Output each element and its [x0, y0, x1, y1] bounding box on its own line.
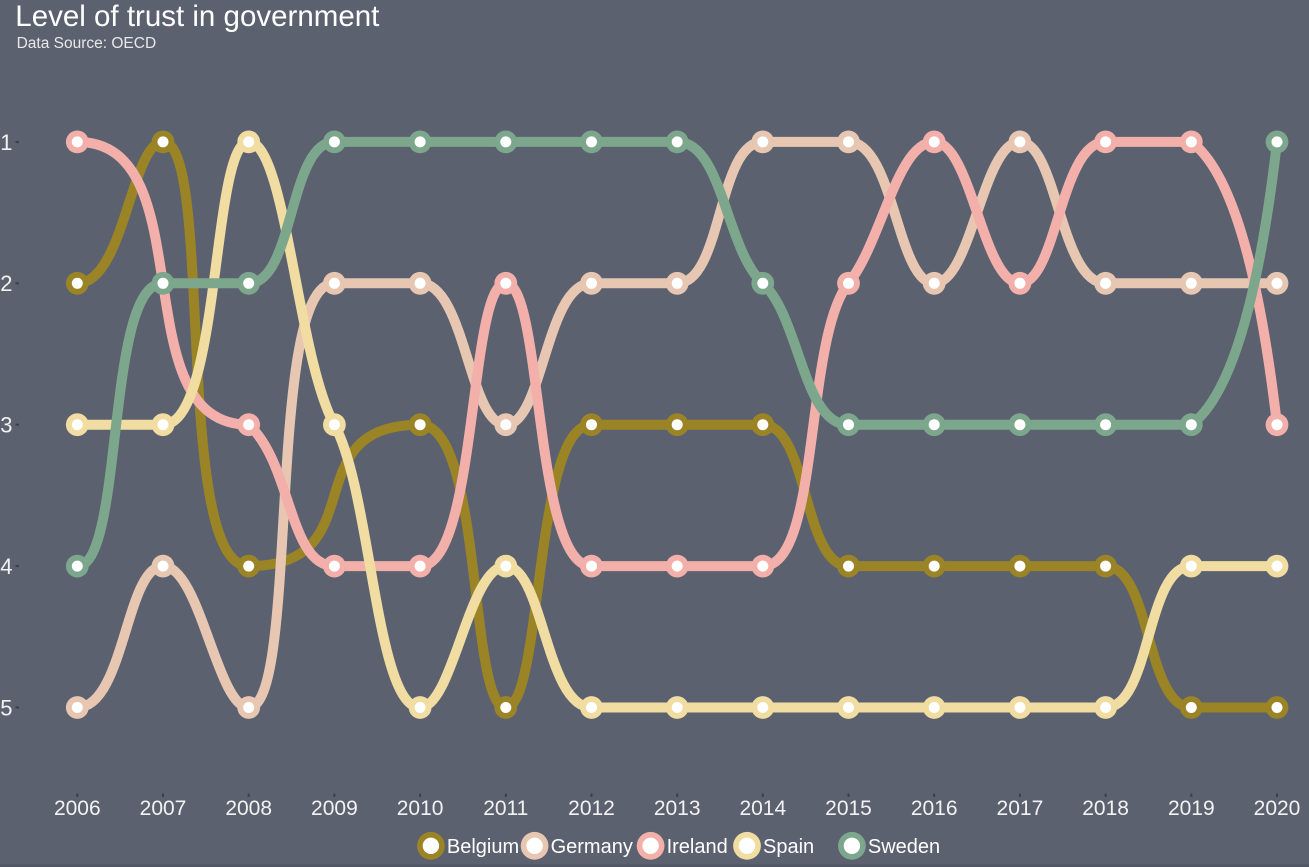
svg-text:2009: 2009	[311, 797, 358, 820]
svg-text:2018: 2018	[1082, 797, 1129, 820]
svg-text:3: 3	[0, 413, 12, 438]
svg-text:2015: 2015	[825, 797, 872, 820]
svg-text:2017: 2017	[997, 797, 1044, 820]
svg-text:Germany: Germany	[551, 836, 633, 858]
svg-text:2013: 2013	[654, 797, 701, 820]
svg-text:Data Source: OECD: Data Source: OECD	[17, 35, 157, 52]
svg-text:5: 5	[0, 695, 12, 720]
svg-text:2010: 2010	[397, 797, 444, 820]
svg-text:2008: 2008	[225, 797, 272, 820]
svg-text:Belgium: Belgium	[447, 836, 519, 858]
svg-text:Ireland: Ireland	[667, 836, 728, 858]
svg-text:Spain: Spain	[763, 836, 814, 858]
svg-text:1: 1	[0, 130, 12, 155]
svg-text:2019: 2019	[1168, 797, 1215, 820]
svg-text:2020: 2020	[1254, 797, 1301, 820]
svg-text:Sweden: Sweden	[868, 836, 940, 858]
svg-text:2016: 2016	[911, 797, 958, 820]
svg-text:Level of trust in government: Level of trust in government	[15, 0, 379, 33]
svg-text:2: 2	[0, 271, 12, 296]
svg-text:2014: 2014	[739, 797, 786, 820]
svg-text:2007: 2007	[140, 797, 187, 820]
svg-text:2012: 2012	[568, 797, 615, 820]
svg-text:2011: 2011	[483, 797, 528, 820]
svg-text:4: 4	[0, 554, 12, 579]
svg-text:2006: 2006	[54, 797, 101, 820]
